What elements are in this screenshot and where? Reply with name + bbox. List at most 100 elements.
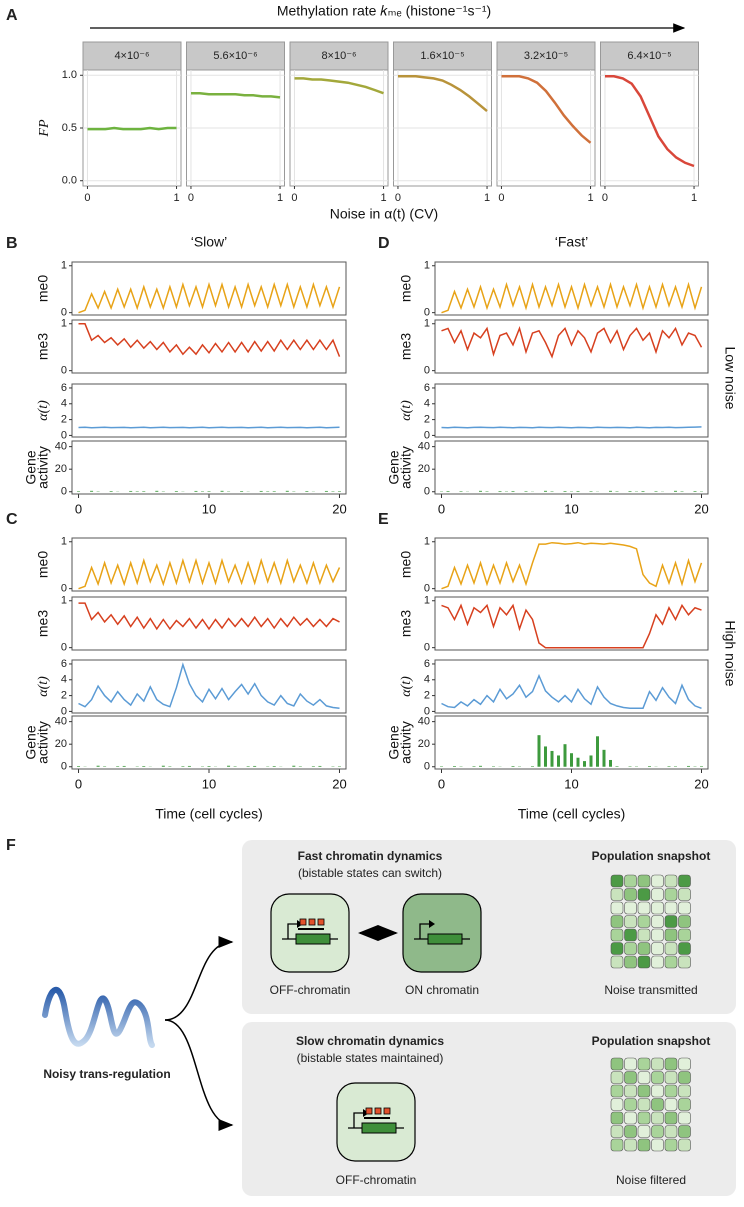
- bar: [292, 766, 295, 767]
- x-tick-label: 10: [564, 501, 578, 516]
- x-tick-label: 0: [395, 192, 401, 204]
- cell: [625, 1072, 637, 1084]
- side-label: High noise: [722, 620, 738, 686]
- x-tick-label: 10: [202, 501, 216, 516]
- bar: [447, 491, 450, 492]
- box-subtitle: (bistable states can switch): [298, 866, 442, 880]
- state-label: ON chromatin: [405, 983, 479, 997]
- y-axis-label: me3: [398, 610, 414, 637]
- cell: [611, 943, 623, 955]
- plot-frame: [435, 660, 708, 713]
- arrow: [165, 942, 232, 1020]
- chart-title: ‘Slow’: [191, 234, 228, 250]
- methyl-mark: [309, 919, 315, 925]
- chromatin-tile: [271, 894, 349, 972]
- x-tick-label: 1: [484, 192, 490, 204]
- bar: [460, 491, 463, 492]
- cell: [679, 1085, 691, 1097]
- cell: [611, 916, 623, 928]
- cell: [665, 902, 677, 914]
- y-tick-label: 0: [424, 642, 430, 654]
- y-tick-label: 20: [55, 738, 67, 750]
- x-tick-label: 10: [202, 776, 216, 791]
- cell: [652, 916, 664, 928]
- snapshot-title: Population snapshot: [592, 849, 711, 863]
- cell: [625, 1126, 637, 1138]
- y-axis-label: activity: [398, 446, 414, 489]
- y-axis-label: me0: [35, 551, 51, 578]
- cell: [679, 1058, 691, 1070]
- cell: [665, 943, 677, 955]
- y-axis-label: activity: [398, 721, 414, 764]
- bar: [557, 755, 560, 766]
- y-tick-label: 0: [424, 429, 430, 441]
- bar: [479, 491, 482, 492]
- bar: [642, 491, 645, 492]
- cell: [611, 1139, 623, 1151]
- bar: [155, 491, 158, 492]
- cell: [638, 929, 650, 941]
- panel-label: B: [6, 235, 18, 252]
- y-axis-label: activity: [35, 721, 51, 764]
- bar: [77, 491, 80, 492]
- bar: [499, 491, 502, 492]
- x-axis-label: Noise in α(t) (CV): [330, 206, 438, 222]
- bar: [312, 766, 315, 767]
- y-axis-label: me0: [35, 275, 51, 302]
- bar: [674, 491, 677, 492]
- y-tick-label: 40: [418, 441, 430, 453]
- y-tick-label: 1: [424, 318, 430, 330]
- methyl-mark: [318, 919, 324, 925]
- snapshot-caption: Noise filtered: [616, 1173, 686, 1187]
- y-tick-label: 40: [55, 441, 67, 453]
- cell: [638, 1139, 650, 1151]
- bar: [564, 744, 567, 767]
- y-axis-label: α(t): [399, 676, 414, 697]
- cell: [665, 1126, 677, 1138]
- plot-frame: [72, 262, 346, 315]
- cell: [679, 902, 691, 914]
- state-label: OFF-chromatin: [336, 1173, 417, 1187]
- bar: [668, 766, 671, 767]
- cell: [652, 943, 664, 955]
- state-label: OFF-chromatin: [270, 983, 351, 997]
- cell: [638, 889, 650, 901]
- cell: [625, 916, 637, 928]
- x-tick-label: 1: [277, 192, 283, 204]
- y-tick-label: 0: [424, 365, 430, 377]
- chart-title: Methylation rate 𝑘ₘₑ (histone⁻¹s⁻¹): [277, 3, 491, 19]
- bar: [90, 491, 93, 492]
- cell: [625, 889, 637, 901]
- y-axis-label: FP: [37, 119, 52, 138]
- cell: [611, 1099, 623, 1111]
- cell: [625, 929, 637, 941]
- plot-frame: [72, 320, 346, 373]
- cell: [611, 1112, 623, 1124]
- bar: [544, 746, 547, 766]
- y-tick-label: 0: [61, 761, 67, 773]
- plot-frame: [435, 597, 708, 650]
- bar: [175, 491, 178, 492]
- y-tick-label: 20: [55, 463, 67, 475]
- line: [88, 128, 177, 129]
- panel-label: A: [6, 7, 18, 24]
- bar: [338, 491, 341, 492]
- y-tick-label: 0.5: [62, 122, 77, 134]
- cell: [665, 889, 677, 901]
- cell: [638, 1058, 650, 1070]
- cell: [679, 889, 691, 901]
- y-tick-label: 6: [61, 658, 67, 670]
- cell: [652, 956, 664, 968]
- bar: [512, 766, 515, 767]
- y-tick-label: 4: [61, 674, 67, 686]
- bar: [590, 491, 593, 492]
- cell: [665, 1058, 677, 1070]
- cell: [638, 1099, 650, 1111]
- box-title: Slow chromatin dynamics: [296, 1034, 444, 1048]
- cell: [679, 1139, 691, 1151]
- plot-frame: [435, 384, 708, 437]
- box-subtitle: (bistable states maintained): [297, 1051, 444, 1065]
- cell: [625, 875, 637, 887]
- gene-body: [362, 1123, 396, 1133]
- plot-frame: [72, 660, 346, 713]
